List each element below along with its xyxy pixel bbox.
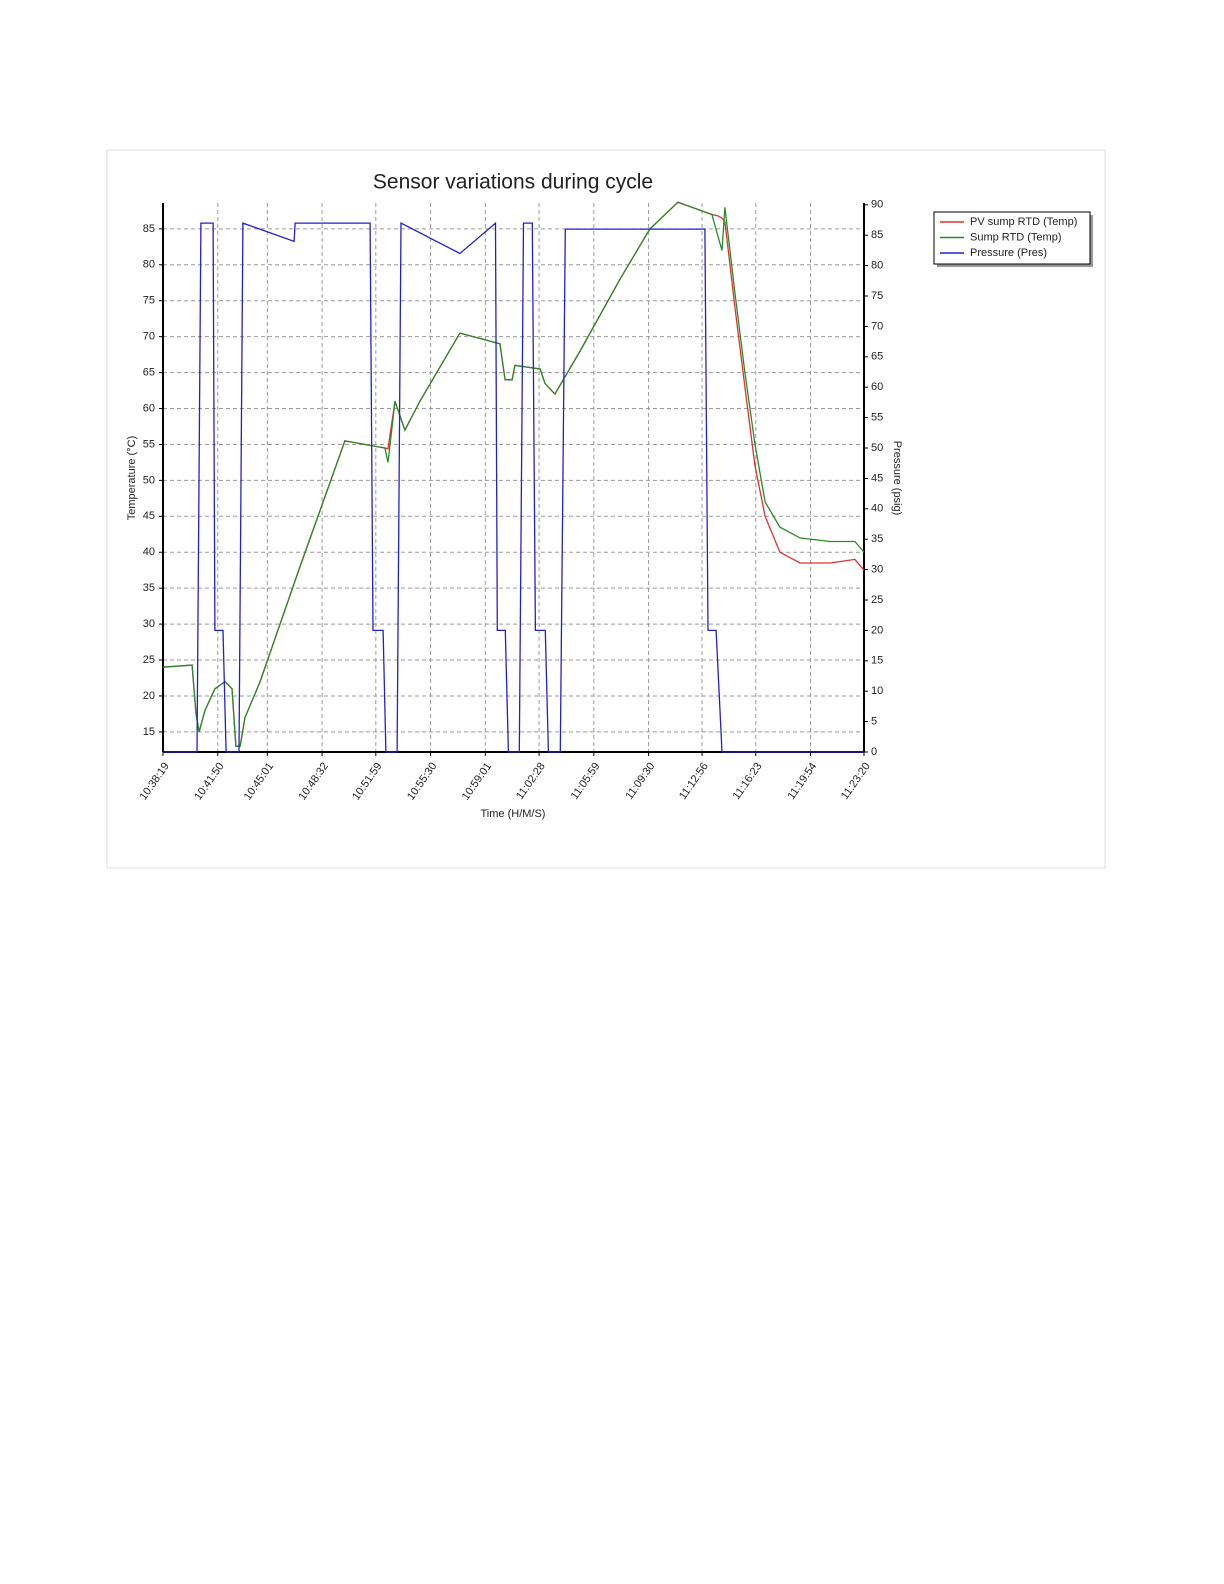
y2-tick-label: 20: [871, 624, 883, 636]
y-tick-label: 65: [143, 366, 155, 378]
y-tick-label: 25: [143, 654, 155, 666]
y2-tick-label: 50: [871, 442, 883, 454]
series-line: [163, 221, 864, 753]
y-axis-label: Temperature (°C): [126, 436, 138, 520]
y-tick-label: 60: [143, 402, 155, 414]
series-line: [162, 201, 865, 747]
y2-tick-label: 0: [871, 746, 877, 758]
y2-tick-label: 60: [871, 381, 883, 393]
legend-label: Pressure (Pres): [970, 247, 1047, 259]
y2-tick-label: 25: [871, 594, 883, 606]
y2-tick-label: 65: [871, 351, 883, 363]
x-axis-label: Time (H/M/S): [481, 808, 546, 820]
y-tick-label: 20: [143, 690, 155, 702]
legend-label: Sump RTD (Temp): [970, 231, 1061, 243]
y2-tick-label: 15: [871, 655, 883, 667]
y2-tick-label: 45: [871, 472, 883, 484]
y2-tick-label: 10: [871, 685, 883, 697]
y2-tick-label: 55: [871, 412, 883, 424]
y-tick-label: 40: [143, 546, 155, 558]
y2-tick-label: 70: [871, 320, 883, 332]
y2-tick-label: 40: [871, 503, 883, 515]
y2-tick-label: 85: [871, 229, 883, 241]
y-tick-label: 55: [143, 438, 155, 450]
y-tick-label: 85: [143, 223, 155, 235]
y2-tick-label: 75: [871, 290, 883, 302]
y-tick-label: 75: [143, 295, 155, 307]
chart-frame: [106, 149, 1106, 869]
y-tick-label: 30: [143, 618, 155, 630]
legend-label: PV sump RTD (Temp): [970, 216, 1077, 228]
y-tick-label: 70: [143, 331, 155, 343]
y2-tick-label: 80: [871, 260, 883, 272]
y-tick-label: 50: [143, 474, 155, 486]
y2-tick-label: 5: [871, 716, 877, 728]
y-tick-label: 80: [143, 259, 155, 271]
y-tick-label: 15: [143, 726, 155, 738]
y2-tick-label: 30: [871, 564, 883, 576]
y2-tick-label: 35: [871, 533, 883, 545]
y2-tick-label: 90: [871, 199, 883, 211]
y2-axis-label: Pressure (psig): [891, 441, 903, 516]
chart-title: Sensor variations during cycle: [373, 171, 653, 194]
y-tick-label: 45: [143, 510, 155, 522]
y-tick-label: 35: [143, 582, 155, 594]
